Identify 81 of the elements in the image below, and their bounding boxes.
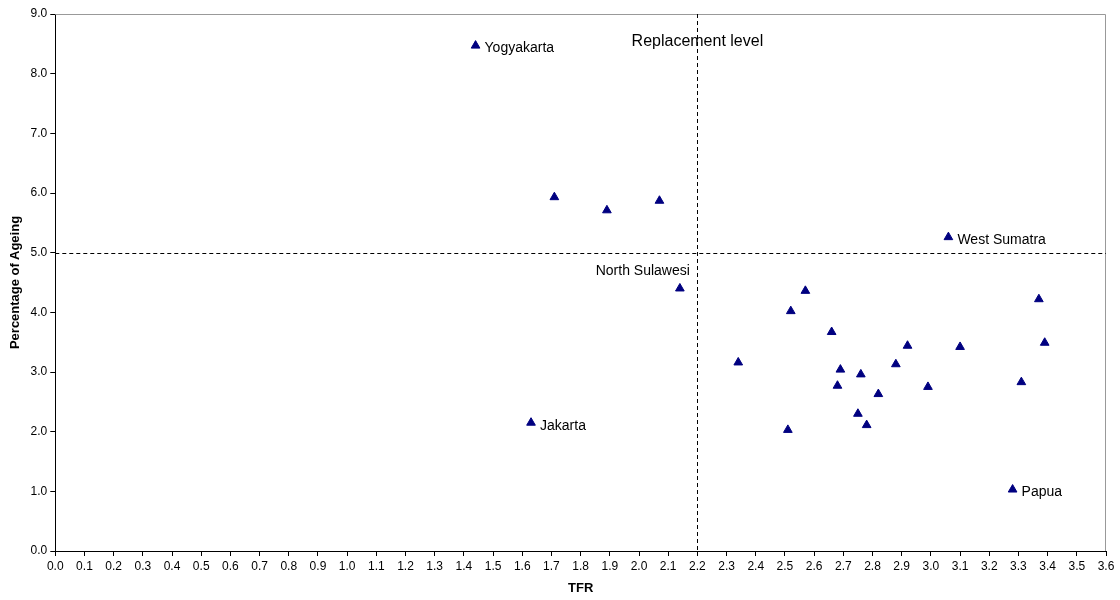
x-tick-label: 2.3 bbox=[718, 558, 736, 573]
annotation: West Sumatra bbox=[957, 231, 1047, 248]
point bbox=[1034, 293, 1044, 303]
x-tick-label: 2.2 bbox=[689, 558, 707, 573]
point bbox=[835, 364, 846, 373]
point bbox=[861, 419, 872, 429]
point bbox=[733, 356, 744, 366]
point bbox=[826, 326, 837, 336]
y-axis-title: Percentage of Ageing bbox=[7, 215, 23, 350]
point bbox=[873, 388, 884, 398]
ref-line-label: Replacement level bbox=[631, 32, 764, 50]
point bbox=[1007, 484, 1018, 493]
x-tick-label: 3.3 bbox=[1010, 558, 1028, 573]
x-tick-label: 0.1 bbox=[76, 558, 94, 573]
point bbox=[902, 340, 913, 349]
y-tick-label: 7.0 bbox=[30, 125, 48, 140]
x-tick-label: 1.2 bbox=[397, 558, 415, 573]
y-tick-label: 2.0 bbox=[30, 423, 48, 438]
y-tick-label: 5.0 bbox=[30, 244, 48, 259]
point bbox=[783, 424, 793, 433]
x-tick-label: 3.6 bbox=[1097, 558, 1115, 573]
x-tick-label: 0.8 bbox=[280, 558, 298, 573]
x-tick-label: 3.2 bbox=[980, 558, 998, 573]
annotation: Jakarta bbox=[540, 416, 587, 433]
x-tick-label: 0.9 bbox=[309, 558, 327, 573]
point bbox=[654, 195, 665, 204]
x-tick-label: 3.5 bbox=[1068, 558, 1086, 573]
y-tick-label: 0.0 bbox=[30, 543, 48, 558]
point bbox=[549, 191, 560, 201]
point bbox=[800, 285, 811, 294]
point bbox=[955, 341, 965, 350]
point bbox=[470, 40, 481, 49]
x-tick-label: 2.9 bbox=[893, 558, 911, 573]
point bbox=[675, 282, 685, 292]
point bbox=[891, 358, 901, 368]
annotation: Yogyakarta bbox=[484, 39, 555, 56]
x-tick-label: 2.0 bbox=[630, 558, 648, 573]
point bbox=[923, 381, 933, 390]
x-tick-label: 2.6 bbox=[805, 558, 823, 573]
point bbox=[943, 231, 954, 241]
annotation: North Sulawesi bbox=[595, 262, 690, 279]
x-tick-label: 0.6 bbox=[222, 558, 240, 573]
y-tick-label: 4.0 bbox=[30, 304, 48, 319]
x-tick-label: 0.0 bbox=[46, 558, 64, 573]
x-tick-label: 0.4 bbox=[163, 558, 181, 573]
y-tick-label: 8.0 bbox=[30, 65, 48, 80]
x-tick-label: 0.2 bbox=[105, 558, 123, 573]
x-tick-label: 1.1 bbox=[367, 558, 385, 573]
y-tick-label: 6.0 bbox=[30, 185, 48, 200]
point bbox=[1016, 376, 1027, 386]
x-axis-title: TFR bbox=[568, 579, 594, 595]
x-tick-label: 1.8 bbox=[572, 558, 590, 573]
point bbox=[853, 408, 863, 417]
x-tick-label: 1.6 bbox=[513, 558, 531, 573]
x-tick-label: 0.3 bbox=[134, 558, 152, 573]
x-tick-label: 2.5 bbox=[776, 558, 794, 573]
x-tick-label: 2.1 bbox=[659, 558, 677, 573]
point bbox=[856, 368, 866, 378]
x-tick-label: 1.9 bbox=[601, 558, 619, 573]
x-tick-label: 0.7 bbox=[251, 558, 269, 573]
x-tick-label: 3.4 bbox=[1039, 558, 1057, 573]
x-tick-label: 2.7 bbox=[834, 558, 852, 573]
x-tick-label: 3.1 bbox=[951, 558, 969, 573]
point bbox=[785, 305, 796, 315]
y-tick-label: 9.0 bbox=[30, 6, 48, 21]
x-tick-label: 1.3 bbox=[426, 558, 444, 573]
x-tick-label: 3.0 bbox=[922, 558, 940, 573]
x-tick-label: 1.5 bbox=[484, 558, 502, 573]
x-tick-label: 1.7 bbox=[543, 558, 561, 573]
x-tick-label: 2.8 bbox=[864, 558, 882, 573]
x-tick-label: 1.4 bbox=[455, 558, 473, 573]
annotation: Papua bbox=[1021, 483, 1063, 500]
x-tick-label: 1.0 bbox=[338, 558, 356, 573]
point bbox=[832, 380, 843, 389]
y-tick-label: 1.0 bbox=[30, 483, 48, 498]
y-tick-label: 3.0 bbox=[30, 364, 48, 379]
point bbox=[1039, 337, 1050, 346]
point bbox=[526, 417, 536, 426]
point bbox=[602, 204, 612, 214]
x-tick-label: 2.4 bbox=[747, 558, 765, 573]
x-tick-label: 0.5 bbox=[192, 558, 210, 573]
